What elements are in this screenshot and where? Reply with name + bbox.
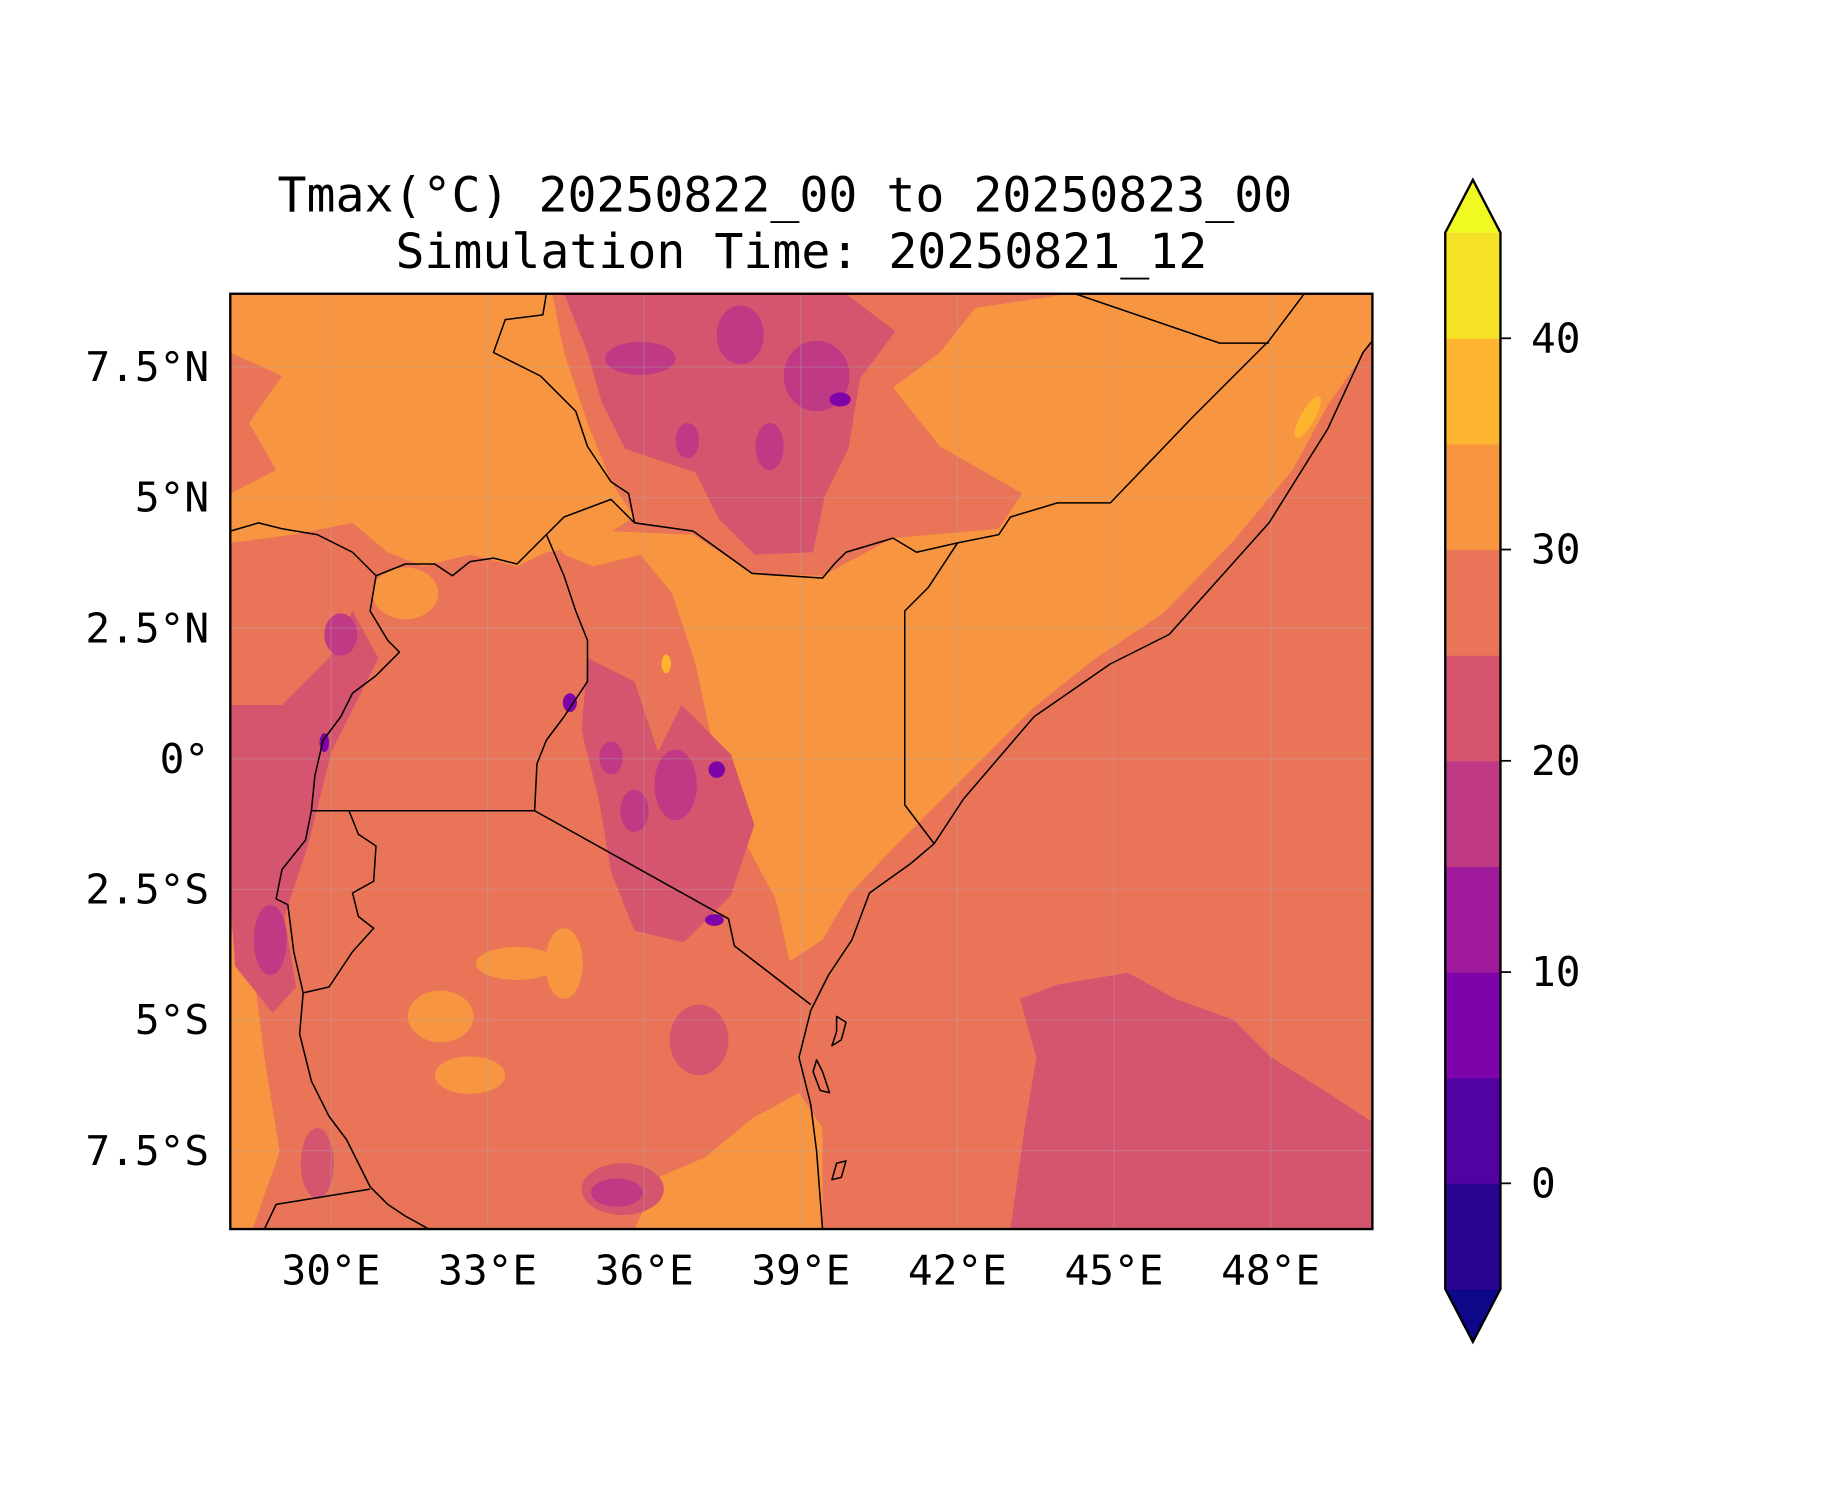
field-15-20-patch bbox=[675, 422, 700, 459]
border-kenya-somalia bbox=[903, 542, 959, 845]
field-15-20-patch bbox=[605, 341, 676, 375]
colorbar-tick-label: 0 bbox=[1531, 1159, 1556, 1207]
gridlines bbox=[230, 293, 1373, 1230]
field-20-25-patch bbox=[669, 1004, 729, 1076]
field-30-35-south-sudan bbox=[230, 293, 635, 567]
x-tick-label: 39°E bbox=[751, 1246, 850, 1294]
field-15-20-patch bbox=[599, 741, 623, 775]
colorbar-segment bbox=[1445, 655, 1501, 762]
field-30-35-patch bbox=[372, 567, 439, 620]
colorbar-tick-label: 20 bbox=[1531, 737, 1581, 785]
island-zanzibar bbox=[812, 1059, 831, 1094]
colorbar-tick-label: 40 bbox=[1531, 314, 1581, 362]
field-20-25-southeast bbox=[1010, 972, 1373, 1230]
colorbar-outline bbox=[1444, 177, 1502, 1345]
field-30-35-west-strip bbox=[230, 928, 280, 1230]
x-tick-label: 48°E bbox=[1221, 1246, 1320, 1294]
field-15-20-patch bbox=[755, 422, 784, 470]
colorbar-segment bbox=[1445, 443, 1501, 551]
field-30-35-patch bbox=[434, 1056, 506, 1094]
y-tick-label: 2.5°N bbox=[85, 604, 209, 652]
border-ethiopia-kenya bbox=[634, 522, 958, 579]
x-tick-label: 36°E bbox=[595, 1246, 694, 1294]
colorbar: 0 10 20 30 40 bbox=[1444, 177, 1581, 1345]
field-30-35-patch bbox=[407, 990, 474, 1043]
border-uganda-congo bbox=[310, 575, 401, 811]
y-tick-label: 5°S bbox=[135, 996, 209, 1044]
field-15-20-patch bbox=[324, 613, 358, 656]
colorbar-segment bbox=[1445, 338, 1501, 445]
colorbar-segment bbox=[1445, 972, 1501, 1079]
border-rwanda-burundi bbox=[275, 809, 377, 994]
colorbar-segment bbox=[1445, 760, 1501, 868]
y-tick-label: 2.5°S bbox=[85, 866, 209, 914]
x-axis: 30°E 33°E 36°E 39°E 42°E 45°E 48°E bbox=[282, 1246, 1321, 1294]
country-borders bbox=[230, 293, 1373, 1230]
field-35-40-patch bbox=[1294, 396, 1322, 438]
x-tick-label: 42°E bbox=[908, 1246, 1007, 1294]
chart-subtitle: Simulation Time: 20250821_12 bbox=[395, 224, 1207, 280]
x-tick-label: 45°E bbox=[1065, 1246, 1164, 1294]
y-axis: 7.5°N 5°N 2.5°N 0° 2.5°S 5°S 7.5°S bbox=[85, 343, 209, 1175]
border-zambia bbox=[263, 1188, 371, 1230]
border-kenya-tanzania bbox=[534, 810, 812, 1006]
island-pemba bbox=[831, 1015, 847, 1047]
field-5-10-spot bbox=[829, 392, 851, 407]
map-field bbox=[230, 293, 1373, 1230]
colorbar-tick-label: 10 bbox=[1531, 948, 1581, 996]
colorbar-segment bbox=[1445, 1183, 1501, 1290]
x-tick-label: 33°E bbox=[438, 1246, 537, 1294]
chart-title: Tmax(°C) 20250822_00 to 20250823_00 bbox=[278, 167, 1293, 223]
field-30-35-kenya-somalia bbox=[552, 293, 1373, 962]
x-tick-label: 30°E bbox=[282, 1246, 381, 1294]
colorbar-segment bbox=[1445, 1077, 1501, 1184]
colorbar-segment bbox=[1445, 866, 1501, 973]
field-5-10-spot bbox=[705, 914, 724, 926]
y-tick-label: 5°N bbox=[135, 474, 209, 522]
field-30-35-patch bbox=[475, 947, 559, 980]
border-south-sudan-ethiopia bbox=[492, 293, 636, 524]
y-tick-label: 7.5°N bbox=[85, 343, 209, 391]
field-20-25-patch bbox=[300, 1127, 334, 1199]
border-south-sudan-south bbox=[230, 498, 636, 577]
field-5-10-spot bbox=[562, 693, 577, 713]
field-15-20-patch bbox=[253, 904, 287, 976]
colorbar-extend-over bbox=[1445, 179, 1501, 233]
y-tick-label: 0° bbox=[160, 735, 209, 783]
colorbar-tick-label: 30 bbox=[1531, 526, 1581, 574]
island-mafia bbox=[831, 1160, 847, 1181]
border-ethiopia-somalia bbox=[957, 293, 1305, 544]
y-tick-label: 7.5°S bbox=[85, 1127, 209, 1175]
map-frame bbox=[229, 292, 1374, 1231]
border-uganda-kenya bbox=[533, 534, 589, 811]
field-15-20-patch bbox=[716, 305, 764, 365]
field-15-20-patch bbox=[654, 749, 697, 821]
field-15-20-patch bbox=[783, 340, 850, 412]
field-30-35-tanzania bbox=[634, 1092, 823, 1230]
field-15-20-patch bbox=[620, 789, 649, 832]
border-somaliland bbox=[1074, 293, 1269, 344]
field-35-40-patch bbox=[661, 654, 671, 674]
border-tanzania-west bbox=[298, 992, 430, 1230]
colorbar-segment bbox=[1445, 232, 1501, 339]
colorbar-segment bbox=[1445, 549, 1501, 656]
colorbar-extend-under bbox=[1445, 1288, 1501, 1342]
field-15-20-patch bbox=[591, 1178, 643, 1207]
field-30-35-patch bbox=[545, 928, 583, 999]
field-5-10-spot bbox=[708, 761, 725, 778]
